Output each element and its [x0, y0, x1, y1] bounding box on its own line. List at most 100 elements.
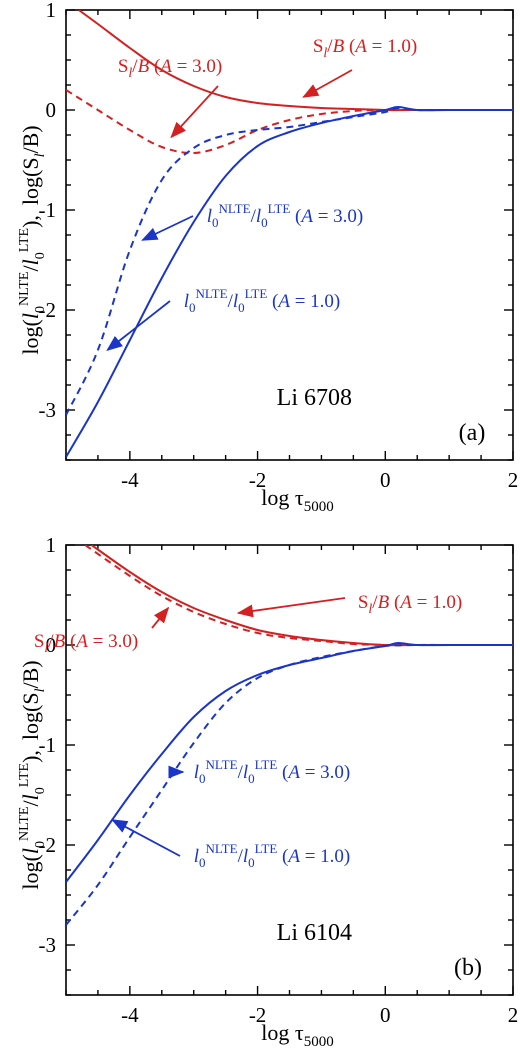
- annot-part: l: [128, 66, 132, 81]
- y-label-part: log(S: [18, 692, 43, 740]
- y-axis-label: log(l0NLTE/l0LTE),log(Sl/B): [17, 660, 48, 889]
- annot-part: /: [238, 846, 244, 867]
- annot-part: l: [184, 291, 189, 312]
- annot-part: 0: [261, 215, 268, 230]
- y-tick-label: -1: [39, 733, 57, 757]
- annot-part: LTE: [245, 286, 268, 301]
- panel-label: (a): [459, 420, 486, 446]
- annot-part: /: [327, 36, 333, 57]
- annot-part: l: [194, 846, 199, 867]
- annot-part: = 3.0): [88, 631, 138, 652]
- y-axis: -3 -2 -1 0 1: [39, 0, 513, 461]
- annotation-label: l0NLTE/l0LTE (A = 1.0): [184, 286, 341, 315]
- annot-part: 0: [248, 771, 255, 786]
- annot-part: NLTE: [219, 201, 251, 216]
- annot-part: S: [34, 631, 45, 652]
- y-label-part: /B): [18, 125, 43, 153]
- x-tick-label: -2: [249, 1003, 267, 1027]
- line-label: Li 6104: [277, 920, 352, 946]
- y-label-part: NLTE: [17, 807, 32, 841]
- x-tick-label: 0: [380, 468, 391, 492]
- annot-part: B: [333, 36, 345, 57]
- y-label-part: 0: [33, 252, 48, 259]
- y-label-part: l: [33, 153, 48, 157]
- annot-part: /: [132, 56, 138, 77]
- annot-part: A: [353, 36, 367, 57]
- annot-part: B: [54, 631, 66, 652]
- annotation-label: l0NLTE/l0LTE (A = 3.0): [207, 201, 364, 230]
- annot-part: l: [256, 206, 261, 227]
- y-label-part: LTE: [17, 228, 32, 252]
- annot-part: 0: [212, 215, 219, 230]
- annot-part: /: [372, 592, 378, 613]
- annotation-label: l0NLTE/l0LTE (A = 1.0): [194, 841, 351, 870]
- y-label-part: l: [18, 259, 43, 265]
- y-tick-label: -2: [39, 298, 57, 322]
- annot-part: 0: [238, 300, 245, 315]
- annot-part: l: [44, 641, 48, 656]
- y-label-part: NLTE: [17, 272, 32, 306]
- y-label-part: log(: [18, 854, 43, 889]
- y-label-part: 0: [33, 841, 48, 848]
- annot-part: = 1.0): [367, 36, 417, 57]
- annot-part: S: [313, 36, 324, 57]
- annot-part: 0: [248, 855, 255, 870]
- annot-part: B: [378, 592, 390, 613]
- y-axis: -3 -2 -1 0 1: [39, 533, 513, 996]
- annotation-label: Sl/B (A = 3.0): [34, 631, 138, 656]
- x-axis-label-main: log τ: [261, 485, 304, 510]
- x-tick-label: 2: [508, 1003, 519, 1027]
- annot-part: l: [368, 602, 372, 617]
- annot-part: A: [286, 846, 300, 867]
- annotation-arrow: [170, 85, 219, 139]
- annot-part: = 1.0): [412, 592, 462, 613]
- y-label-part: ),: [18, 215, 43, 228]
- annot-part: A: [74, 631, 88, 652]
- annot-part: NLTE: [206, 841, 238, 856]
- annot-part: = 3.0): [313, 206, 363, 227]
- annot-part: l: [243, 846, 248, 867]
- x-axis: -4 -2 0 2: [65, 10, 518, 492]
- annot-part: A: [398, 592, 412, 613]
- annot-part: (: [277, 762, 288, 783]
- annot-part: LTE: [255, 757, 278, 772]
- y-label-part: /B): [18, 660, 43, 688]
- annot-part: (: [267, 291, 278, 312]
- annotation-label: Sl/B (A = 3.0): [118, 56, 222, 81]
- y-label-part: l: [33, 688, 48, 692]
- line-label: Li 6708: [277, 385, 352, 411]
- annot-part: 0: [199, 771, 206, 786]
- y-tick-label: 0: [46, 633, 57, 657]
- y-label-part: 0: [33, 306, 48, 313]
- x-tick-label: -2: [249, 468, 267, 492]
- annotation-arrow: [236, 597, 346, 618]
- annot-part: (: [65, 631, 76, 652]
- x-tick-label: -4: [121, 1003, 139, 1027]
- y-label-part: log(S: [18, 157, 43, 205]
- y-tick-label: -2: [39, 833, 57, 857]
- annot-part: l: [243, 762, 248, 783]
- annot-part: /: [238, 762, 244, 783]
- y-label-part: 0: [33, 787, 48, 794]
- y-label-part: ),: [18, 750, 43, 763]
- annot-part: /: [251, 206, 257, 227]
- annot-part: A: [286, 762, 300, 783]
- x-tick-label: -4: [121, 468, 139, 492]
- annot-part: (: [389, 592, 400, 613]
- annotation-arrow: [111, 819, 181, 857]
- series-line-l-a3: [66, 106, 513, 416]
- annot-part: = 1.0): [300, 846, 350, 867]
- annot-part: NLTE: [206, 757, 238, 772]
- annotation-arrow: [106, 300, 171, 351]
- annotation-arrow: [141, 215, 194, 241]
- annotation-label: Sl/B (A = 1.0): [313, 36, 417, 61]
- y-tick-label: 0: [46, 98, 57, 122]
- y-tick-label: 1: [46, 0, 57, 22]
- annot-part: S: [118, 56, 129, 77]
- annot-part: (: [290, 206, 301, 227]
- x-axis-label: log τ5000: [261, 485, 333, 515]
- annot-part: l: [194, 762, 199, 783]
